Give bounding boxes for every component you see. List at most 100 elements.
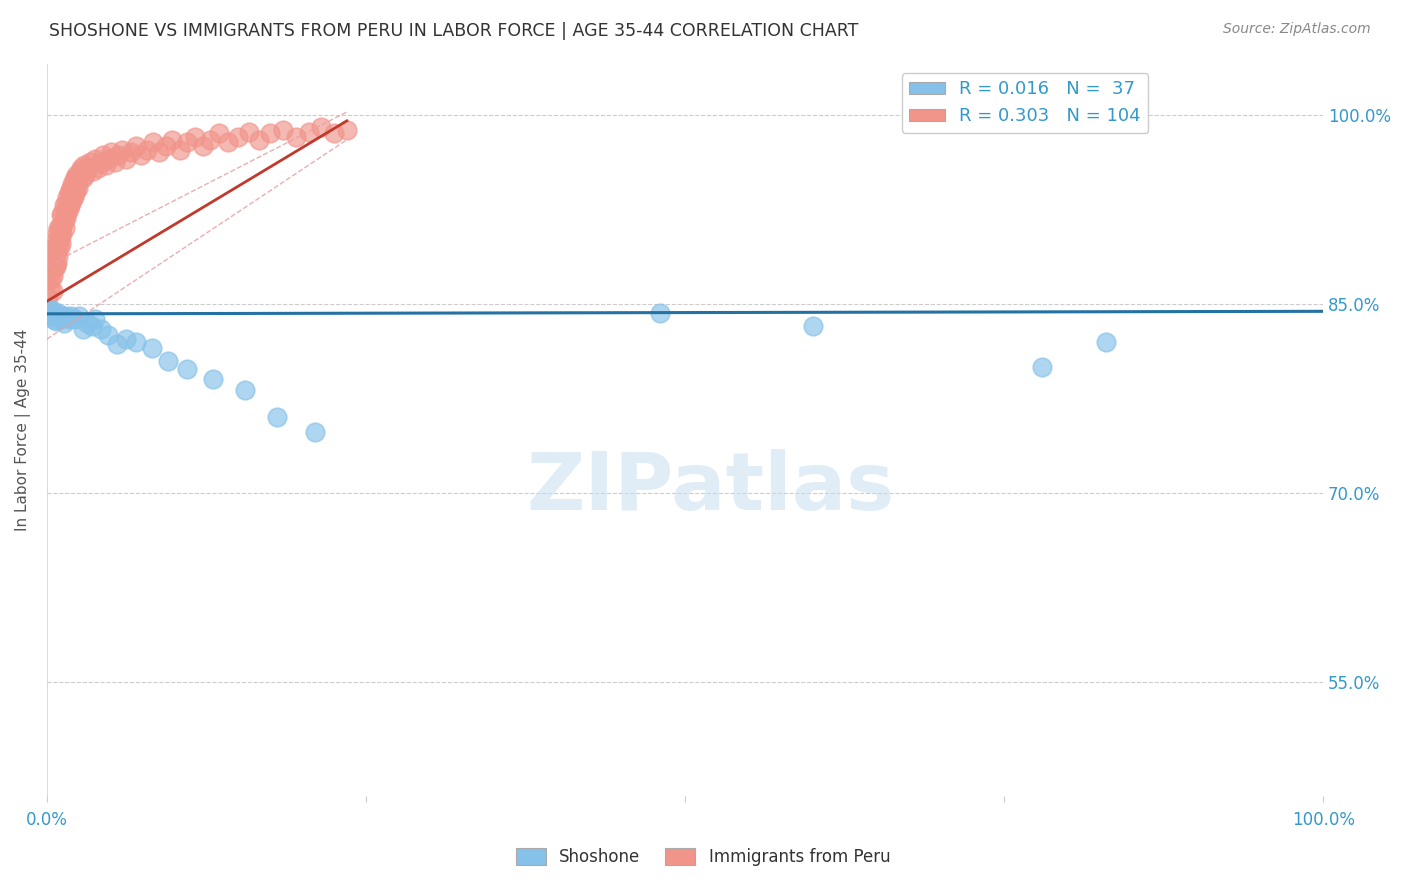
Point bbox=[97, 152, 120, 166]
Point bbox=[87, 161, 110, 175]
Point bbox=[100, 145, 122, 160]
Point bbox=[60, 310, 83, 324]
Point bbox=[48, 310, 70, 325]
Point bbox=[48, 231, 70, 245]
Point bbox=[160, 133, 183, 147]
Point bbox=[52, 198, 75, 212]
Point bbox=[60, 180, 83, 194]
Point bbox=[53, 221, 76, 235]
Point bbox=[48, 305, 70, 319]
Point bbox=[201, 372, 224, 386]
Point bbox=[72, 170, 94, 185]
Point bbox=[45, 314, 67, 328]
Point bbox=[70, 161, 93, 175]
Point bbox=[37, 271, 59, 285]
Point bbox=[39, 261, 62, 276]
Point bbox=[79, 155, 101, 169]
Point bbox=[48, 240, 70, 254]
Point bbox=[120, 145, 142, 160]
Point bbox=[65, 168, 87, 182]
Point bbox=[91, 148, 114, 162]
Point bbox=[69, 164, 91, 178]
Point bbox=[37, 290, 59, 304]
Point bbox=[58, 186, 80, 200]
Point bbox=[191, 139, 214, 153]
Point bbox=[48, 249, 70, 263]
Point bbox=[59, 183, 82, 197]
Point bbox=[271, 122, 294, 136]
Point bbox=[801, 319, 824, 334]
Point bbox=[49, 311, 72, 326]
Point bbox=[46, 244, 69, 258]
Y-axis label: In Labor Force | Age 35-44: In Labor Force | Age 35-44 bbox=[15, 329, 31, 531]
Point bbox=[48, 236, 70, 251]
Point bbox=[148, 145, 170, 160]
Point bbox=[52, 215, 75, 229]
Point bbox=[1031, 359, 1053, 374]
Point bbox=[304, 425, 326, 440]
Point bbox=[247, 133, 270, 147]
Point bbox=[217, 135, 239, 149]
Point bbox=[97, 328, 120, 343]
Point bbox=[42, 284, 65, 298]
Point bbox=[228, 130, 250, 145]
Point bbox=[155, 139, 177, 153]
Point bbox=[1095, 334, 1118, 349]
Point bbox=[90, 155, 112, 169]
Point bbox=[169, 143, 191, 157]
Point bbox=[67, 173, 90, 187]
Point bbox=[42, 311, 65, 326]
Point bbox=[62, 177, 84, 191]
Point bbox=[48, 219, 70, 233]
Point bbox=[51, 227, 73, 242]
Point bbox=[142, 135, 165, 149]
Text: ZIPatlas: ZIPatlas bbox=[526, 450, 894, 527]
Point bbox=[48, 221, 70, 235]
Point bbox=[297, 125, 319, 139]
Point bbox=[115, 332, 138, 346]
Point bbox=[176, 362, 198, 376]
Point bbox=[336, 122, 359, 136]
Point bbox=[58, 202, 80, 216]
Point bbox=[51, 310, 73, 324]
Point bbox=[62, 194, 84, 208]
Point bbox=[90, 322, 112, 336]
Point bbox=[42, 268, 65, 283]
Point bbox=[45, 234, 67, 248]
Point bbox=[55, 310, 77, 324]
Point bbox=[75, 168, 97, 182]
Point bbox=[176, 135, 198, 149]
Point bbox=[63, 170, 86, 185]
Point bbox=[46, 256, 69, 270]
Point bbox=[65, 183, 87, 197]
Point bbox=[52, 316, 75, 330]
Point bbox=[55, 195, 77, 210]
Point bbox=[39, 310, 62, 324]
Point bbox=[38, 282, 60, 296]
Point bbox=[63, 186, 86, 200]
Point bbox=[63, 311, 86, 326]
Text: SHOSHONE VS IMMIGRANTS FROM PERU IN LABOR FORCE | AGE 35-44 CORRELATION CHART: SHOSHONE VS IMMIGRANTS FROM PERU IN LABO… bbox=[49, 22, 859, 40]
Point bbox=[39, 271, 62, 285]
Point bbox=[135, 143, 157, 157]
Point bbox=[41, 264, 63, 278]
Point bbox=[45, 259, 67, 273]
Point bbox=[233, 383, 256, 397]
Point bbox=[56, 206, 79, 220]
Point bbox=[104, 155, 127, 169]
Point bbox=[46, 310, 69, 324]
Point bbox=[111, 143, 134, 157]
Point bbox=[311, 120, 333, 135]
Point bbox=[238, 125, 260, 139]
Point bbox=[39, 252, 62, 266]
Point bbox=[41, 256, 63, 270]
Point bbox=[184, 130, 207, 145]
Point bbox=[259, 127, 281, 141]
Point bbox=[76, 316, 98, 330]
Point bbox=[200, 133, 222, 147]
Point bbox=[648, 305, 671, 319]
Text: 0.0%: 0.0% bbox=[27, 811, 67, 829]
Point bbox=[56, 189, 79, 203]
Point bbox=[58, 311, 80, 326]
Point bbox=[38, 303, 60, 318]
